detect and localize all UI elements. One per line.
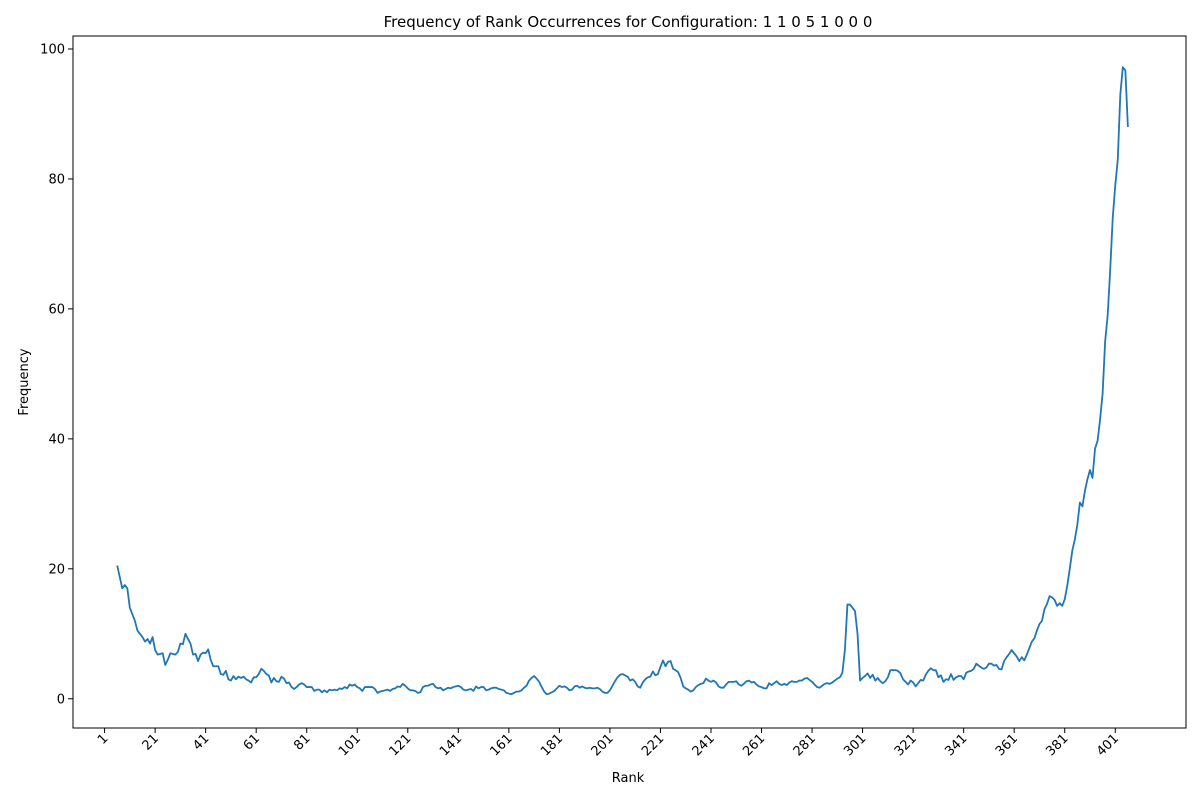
plot-area [72,35,1187,729]
x-axis-label: Rank [612,771,645,786]
x-tick-label: 141 [437,731,465,759]
x-tick-label: 61 [241,731,263,753]
x-tick-label: 221 [639,731,667,759]
x-tick-label: 41 [190,731,212,753]
x-tick-label: 361 [993,731,1021,759]
x-tick-label: 161 [488,731,516,759]
x-tick-label: 181 [538,731,566,759]
y-tick-label: 100 [40,42,65,57]
x-tick-label: 201 [589,731,617,759]
x-tick-label: 301 [841,731,869,759]
x-tick-label: 401 [1094,731,1122,759]
x-tick-label: 101 [336,731,364,759]
plot-frame [72,35,1187,729]
series-line [116,66,1129,696]
x-tick-label: 321 [892,731,920,759]
x-tick-label: 21 [140,731,162,753]
y-axis: 0 20 40 60 80 100 [40,42,73,707]
x-tick-label: 281 [791,731,819,759]
x-tick-label: 1 [95,731,111,747]
y-tick-label: 40 [48,432,65,447]
y-tick-label: 0 [57,692,65,707]
x-tick-label: 381 [1043,731,1071,759]
x-tick-label: 341 [942,731,970,759]
y-axis-label: Frequency [17,348,32,415]
x-axis: 1 21 41 61 81 101 121 141 161 181 201 221 241 261 281 3… [95,728,1122,759]
chart-title: Frequency of Rank Occurrences for Config… [384,13,873,31]
y-tick-label: 60 [48,302,65,317]
x-tick-label: 121 [386,731,414,759]
x-tick-label: 261 [740,731,768,759]
y-tick-label: 80 [48,172,65,187]
y-tick-label: 20 [48,562,65,577]
x-tick-label: 241 [690,731,718,759]
x-tick-label: 81 [291,731,313,753]
